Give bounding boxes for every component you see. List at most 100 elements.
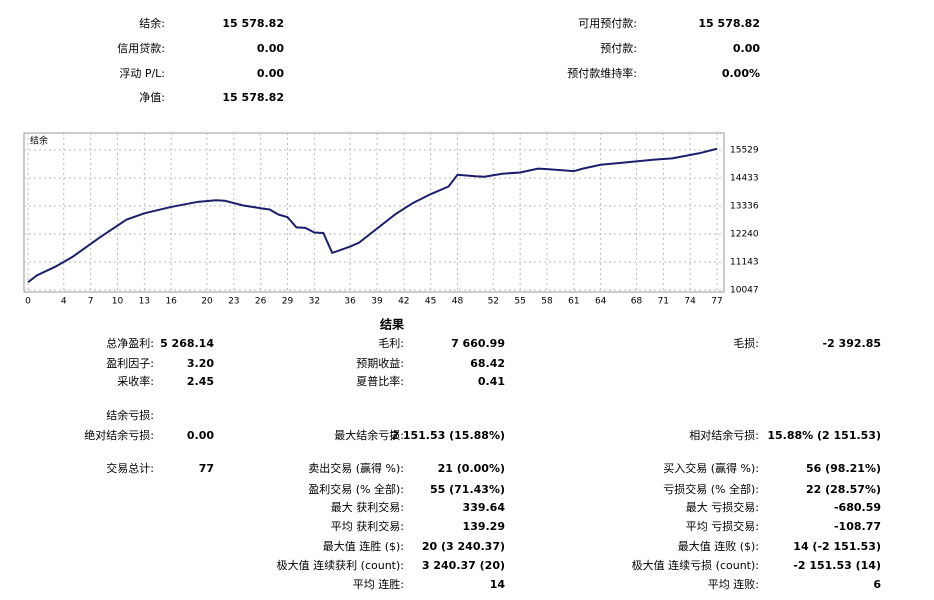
summary-label: 预付款: — [600, 41, 637, 55]
x-tick-label: 23 — [228, 297, 239, 307]
result-value: -680.59 — [834, 501, 881, 514]
result-value: 2.45 — [187, 375, 214, 388]
x-tick-label: 71 — [658, 297, 669, 307]
result-value: 6 — [873, 578, 881, 591]
result-value: 22 (28.57%) — [806, 483, 881, 496]
x-tick-label: 29 — [282, 297, 294, 307]
summary-value: 15 578.82 — [698, 17, 760, 30]
y-tick-label: 15529 — [730, 146, 759, 156]
summary-label: 浮动 P/L: — [119, 67, 165, 80]
result-value: 0.00 — [187, 429, 214, 442]
summary-label: 预付款维持率: — [567, 66, 637, 80]
results-title: 结果 — [380, 317, 404, 332]
result-value: -2 392.85 — [823, 337, 882, 350]
x-tick-label: 48 — [452, 297, 464, 307]
result-label: 平均 获利交易: — [331, 519, 404, 533]
result-label: 结余亏损: — [106, 408, 154, 422]
result-value: 139.29 — [463, 520, 505, 533]
y-tick-label: 13336 — [730, 202, 759, 212]
result-value: 56 (98.21%) — [806, 462, 881, 475]
result-value: 0.41 — [478, 375, 505, 388]
x-tick-label: 13 — [139, 297, 150, 307]
result-label: 极大值 连续获利 (count): — [277, 558, 404, 572]
result-value: 14 (-2 151.53) — [793, 540, 881, 553]
result-value: 3 240.37 (20) — [422, 559, 505, 572]
summary-label: 结余: — [139, 16, 165, 30]
y-tick-label: 10047 — [730, 286, 759, 296]
result-label: 极大值 连续亏损 (count): — [632, 558, 759, 572]
result-value: 68.42 — [470, 357, 505, 370]
result-value: 339.64 — [463, 501, 506, 514]
result-label: 买入交易 (赢得 %): — [663, 461, 759, 475]
x-tick-label: 0 — [25, 297, 31, 307]
summary-value: 0.00 — [257, 67, 284, 80]
result-label: 最大 获利交易: — [331, 500, 404, 514]
x-tick-label: 42 — [398, 297, 409, 307]
y-tick-label: 12240 — [730, 229, 759, 239]
x-tick-label: 55 — [514, 297, 525, 307]
x-tick-label: 58 — [541, 297, 553, 307]
x-tick-label: 16 — [165, 297, 177, 307]
result-label: 平均 连胜: — [353, 577, 404, 591]
result-value: 2 151.53 (15.88%) — [391, 429, 505, 442]
result-label: 盈利交易 (% 全部): — [308, 482, 404, 496]
summary-value: 0.00 — [257, 42, 284, 55]
summary-label: 可用预付款: — [578, 16, 637, 30]
result-label: 最大 亏损交易: — [686, 500, 759, 514]
x-tick-label: 39 — [371, 297, 383, 307]
result-value: 77 — [199, 462, 214, 475]
x-tick-label: 36 — [344, 297, 356, 307]
result-value: 14 — [490, 578, 506, 591]
summary-label: 净值: — [139, 90, 165, 104]
result-label: 夏普比率: — [356, 374, 404, 388]
x-tick-label: 74 — [684, 297, 696, 307]
x-tick-label: 26 — [255, 297, 267, 307]
x-tick-label: 64 — [595, 297, 607, 307]
x-tick-label: 45 — [425, 297, 436, 307]
result-value: 7 660.99 — [451, 337, 505, 350]
result-value: 55 (71.43%) — [430, 483, 505, 496]
summary-value: 0.00% — [722, 67, 760, 80]
result-label: 最大值 连败 ($): — [678, 539, 759, 553]
summary-value: 15 578.82 — [222, 91, 284, 104]
result-value: 5 268.14 — [160, 337, 214, 350]
result-label: 总净盈利: — [106, 336, 154, 350]
x-tick-label: 77 — [711, 297, 722, 307]
result-value: 21 (0.00%) — [438, 462, 505, 475]
result-label: 最大结余亏损: — [334, 428, 404, 442]
x-tick-label: 32 — [309, 297, 320, 307]
chart-title: 结余 — [30, 135, 48, 147]
x-tick-label: 61 — [568, 297, 579, 307]
balance-line — [27, 147, 718, 284]
result-value: 20 (3 240.37) — [422, 540, 505, 553]
result-label: 相对结余亏损: — [689, 428, 759, 442]
result-label: 绝对结余亏损: — [84, 428, 154, 442]
result-label: 采收率: — [117, 374, 154, 388]
x-tick-label: 68 — [631, 297, 643, 307]
x-tick-label: 10 — [112, 297, 124, 307]
x-tick-label: 52 — [488, 297, 499, 307]
result-label: 预期收益: — [356, 356, 404, 370]
summary-value: 15 578.82 — [222, 17, 284, 30]
result-label: 毛利: — [378, 337, 404, 350]
x-tick-label: 4 — [61, 297, 67, 307]
summary-value: 0.00 — [733, 42, 760, 55]
x-tick-label: 7 — [88, 297, 94, 307]
result-label: 亏损交易 (% 全部): — [663, 482, 759, 496]
result-label: 平均 连败: — [708, 577, 759, 591]
result-label: 最大值 连胜 ($): — [323, 539, 404, 553]
result-label: 平均 亏损交易: — [686, 519, 759, 533]
result-label: 交易总计: — [106, 461, 154, 475]
result-value: -2 151.53 (14) — [793, 559, 881, 572]
result-label: 毛损: — [733, 336, 759, 350]
y-tick-label: 14433 — [730, 173, 759, 183]
result-value: 3.20 — [187, 357, 214, 370]
result-label: 盈利因子: — [106, 357, 154, 370]
x-tick-label: 20 — [201, 297, 213, 307]
result-value: -108.77 — [834, 520, 881, 533]
chart-frame — [23, 132, 725, 293]
summary-label: 信用贷款: — [117, 41, 165, 55]
y-tick-label: 11143 — [730, 258, 759, 268]
result-label: 卖出交易 (赢得 %): — [308, 461, 404, 475]
